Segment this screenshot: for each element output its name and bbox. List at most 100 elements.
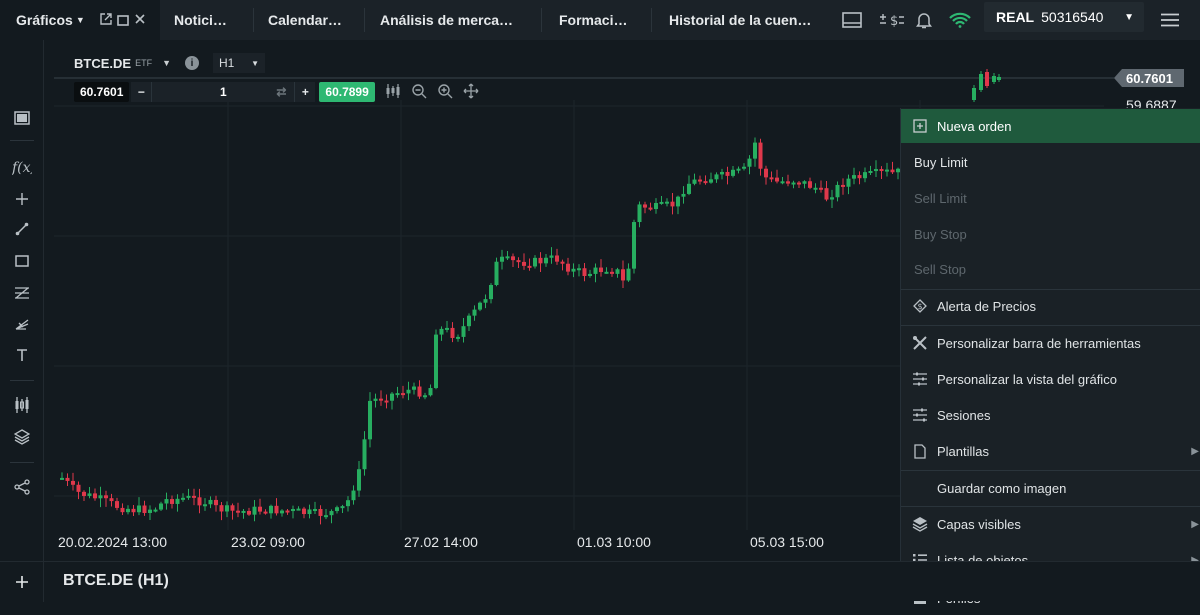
layout-icon[interactable] xyxy=(840,8,864,32)
layers-icon[interactable] xyxy=(10,426,34,448)
wifi-icon xyxy=(948,8,972,32)
candle-body xyxy=(450,327,455,338)
timeframe-selector[interactable]: H1 ▼ xyxy=(212,53,265,73)
candle-body xyxy=(98,495,103,499)
chart-footer-title: BTCE.DE (H1) xyxy=(63,572,169,589)
close-icon[interactable] xyxy=(134,12,146,28)
candle-body xyxy=(76,484,81,492)
candle-body xyxy=(725,171,730,176)
candle-body xyxy=(428,388,433,396)
menu-nueva-orden[interactable]: Nueva orden xyxy=(901,109,1200,143)
candle-body xyxy=(434,334,438,389)
fibonacci-icon[interactable] xyxy=(10,282,34,304)
bell-icon[interactable] xyxy=(912,8,936,32)
candle-body xyxy=(791,182,796,185)
candle-body xyxy=(412,386,416,390)
candle-body xyxy=(632,222,636,269)
x-tick-label: 01.03 10:00 xyxy=(577,534,651,550)
move-icon[interactable] xyxy=(463,83,479,102)
tab-historial[interactable]: Historial de la cuen… xyxy=(669,0,829,40)
add-chart-button[interactable] xyxy=(0,562,44,602)
menu-sesiones[interactable]: Sesiones xyxy=(901,398,1200,432)
candle-body xyxy=(819,187,823,190)
chevron-down-icon[interactable]: ▼ xyxy=(162,58,171,68)
share-icon[interactable] xyxy=(10,476,34,498)
sell-price-button[interactable]: 60.7601 xyxy=(74,82,130,102)
candle-body xyxy=(533,257,537,267)
candle-body xyxy=(780,181,785,184)
account-selector[interactable]: REAL 50316540 ▼ xyxy=(984,2,1144,32)
chart-window-icon[interactable] xyxy=(10,107,34,129)
tab-analisis[interactable]: Análisis de merca… xyxy=(380,0,524,40)
menu-item-label: Nueva orden xyxy=(937,118,1012,134)
maximize-icon[interactable] xyxy=(117,13,129,29)
tab-graficos-label: Gráficos xyxy=(16,12,73,28)
candle-body xyxy=(296,508,301,511)
candle-body xyxy=(181,497,185,500)
symbol-name[interactable]: BTCE.DE xyxy=(74,55,132,71)
menu-guardar-imagen[interactable]: Guardar como imagen xyxy=(901,471,1200,505)
candle-body xyxy=(896,168,900,173)
candle-body xyxy=(698,179,702,182)
zoom-out-icon[interactable] xyxy=(411,83,427,102)
candle-body xyxy=(615,269,620,274)
quantity-input[interactable]: 1 ⇄ xyxy=(151,82,296,102)
candle-body xyxy=(379,398,383,401)
candle-body xyxy=(186,495,191,498)
hamburger-menu-icon[interactable] xyxy=(1158,8,1182,32)
plus-icon xyxy=(15,576,28,588)
trading-icon[interactable]: $ xyxy=(878,8,906,32)
menu-buy-limit[interactable]: Buy Limit xyxy=(901,145,1200,179)
candle-body xyxy=(747,158,752,167)
candle-body xyxy=(401,393,405,396)
candle-body xyxy=(643,204,647,208)
info-icon[interactable]: i xyxy=(184,56,199,70)
rectangle-icon[interactable] xyxy=(10,250,34,272)
candle-body xyxy=(637,204,642,223)
tab-formacion[interactable]: Formaci… xyxy=(559,0,633,40)
candle-body xyxy=(219,505,224,512)
symbol-badge: ETF xyxy=(135,58,153,68)
menu-alerta-precios[interactable]: $ Alerta de Precios xyxy=(901,289,1200,323)
decrease-quantity-button[interactable]: − xyxy=(131,82,152,102)
buy-price-button[interactable]: 60.7899 xyxy=(319,82,375,102)
menu-personalizar-vista[interactable]: Personalizar la vista del gráfico xyxy=(901,362,1200,396)
tab-calendario[interactable]: Calendar… xyxy=(268,0,348,40)
zoom-in-icon[interactable] xyxy=(437,83,453,102)
popout-icon[interactable] xyxy=(100,12,112,28)
candle-body xyxy=(852,175,856,179)
indicator-fx-icon[interactable]: f(x) xyxy=(10,156,34,178)
candle-body xyxy=(395,393,400,396)
menu-plantillas[interactable]: Plantillas ▶ xyxy=(901,434,1200,468)
tab-historial-label: Historial de la cuen… xyxy=(669,12,812,28)
crosshair-icon[interactable] xyxy=(10,188,34,210)
drawing-toolbar: f(x) xyxy=(0,40,44,601)
candle-body xyxy=(159,503,163,510)
chevron-right-icon: ▶ xyxy=(1191,445,1199,457)
menu-personalizar-barra[interactable]: Personalizar barra de herramientas xyxy=(901,326,1200,360)
candles-toggle-icon[interactable] xyxy=(385,83,401,102)
pitchfork-icon[interactable] xyxy=(10,313,34,335)
text-tool-icon[interactable] xyxy=(10,344,34,366)
candle-body xyxy=(824,188,829,200)
tab-noticias[interactable]: Notici… xyxy=(174,0,236,40)
price-axis-current-label: 60.7601 xyxy=(1114,69,1184,87)
swap-icon[interactable]: ⇄ xyxy=(276,85,287,99)
candle-body xyxy=(131,508,136,513)
tab-noticias-label: Notici… xyxy=(174,12,227,28)
tab-graficos[interactable]: Gráficos ▼ xyxy=(0,0,160,40)
candle-body xyxy=(384,400,389,403)
trendline-icon[interactable] xyxy=(10,218,34,240)
candle-body xyxy=(390,393,394,401)
increase-quantity-button[interactable]: + xyxy=(295,82,316,102)
account-number: 50316540 xyxy=(1041,9,1104,25)
candle-body xyxy=(214,499,218,506)
candle-body xyxy=(263,511,268,514)
menu-capas-visibles[interactable]: Capas visibles ▶ xyxy=(901,507,1200,541)
candle-body xyxy=(373,398,378,401)
candle-body xyxy=(340,506,345,509)
candle-body xyxy=(170,499,174,504)
menu-item-label: Personalizar barra de herramientas xyxy=(937,335,1141,351)
chart-type-icon[interactable] xyxy=(10,394,34,416)
candle-body xyxy=(241,510,246,513)
